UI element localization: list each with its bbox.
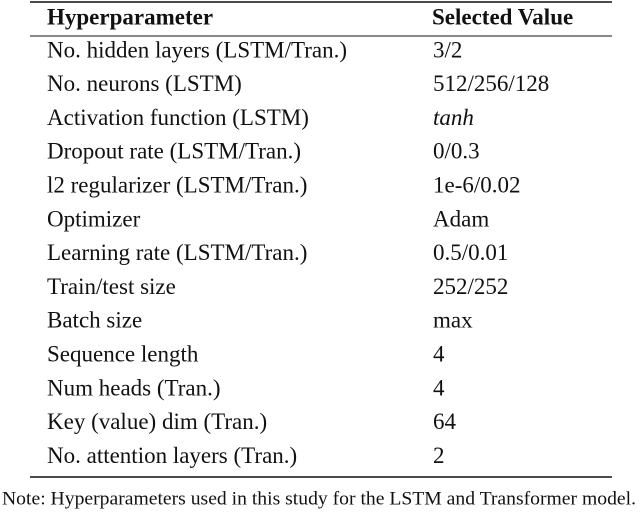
value-cell: 64 <box>433 409 457 434</box>
header-cell: Hyperparameter <box>47 4 213 29</box>
value-cell: 0.5/0.01 <box>433 240 508 265</box>
parameter-cell: Num heads (Tran.) <box>47 375 221 400</box>
header-cell: Selected Value <box>432 4 573 29</box>
value-cell: 4 <box>433 341 445 366</box>
parameter-cell: Train/test size <box>47 274 176 299</box>
parameter-cell: Activation function (LSTM) <box>47 105 309 130</box>
value-cell: 2 <box>433 443 445 468</box>
parameter-cell: Sequence length <box>47 341 199 366</box>
value-cell: max <box>433 308 473 333</box>
parameter-cell: Key (value) dim (Tran.) <box>47 409 267 434</box>
value-cell: Adam <box>433 206 489 231</box>
value-cell: 252/252 <box>433 274 508 299</box>
parameter-cell: No. attention layers (Tran.) <box>47 443 297 468</box>
parameter-cell: Optimizer <box>47 206 141 231</box>
parameter-cell: No. hidden layers (LSTM/Tran.) <box>47 37 347 62</box>
parameter-cell: Learning rate (LSTM/Tran.) <box>47 240 307 265</box>
value-cell: 512/256/128 <box>433 71 549 96</box>
table-note: Note: Hyperparameters used in this study… <box>2 488 636 509</box>
parameter-cell: Batch size <box>47 308 142 333</box>
value-cell: 0/0.3 <box>433 139 480 164</box>
value-cell: 3/2 <box>433 37 462 62</box>
value-cell: 1e-6/0.02 <box>433 172 521 197</box>
parameter-cell: No. neurons (LSTM) <box>47 71 242 96</box>
value-cell: 4 <box>433 375 445 400</box>
parameter-cell: Dropout rate (LSTM/Tran.) <box>47 139 301 164</box>
value-cell: tanh <box>433 105 474 130</box>
parameter-cell: l2 regularizer (LSTM/Tran.) <box>47 172 307 197</box>
